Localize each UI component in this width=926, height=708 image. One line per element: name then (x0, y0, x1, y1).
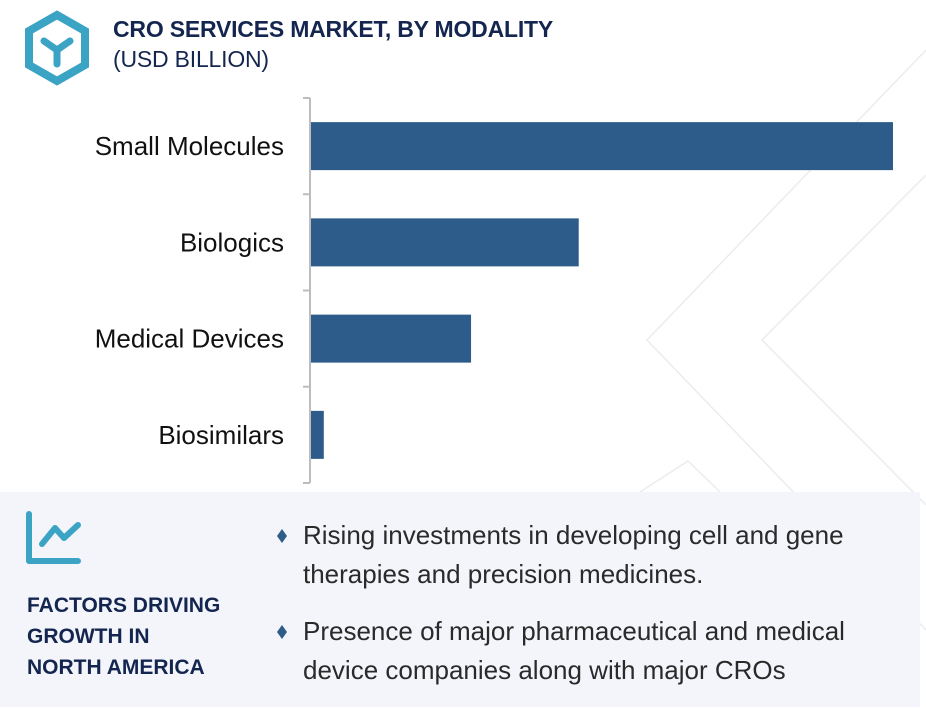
category-label: Medical Devices (95, 324, 284, 354)
bar-biologics (311, 218, 579, 267)
bullet-text: Rising investments in developing cell an… (303, 520, 844, 589)
bullet-item: Rising investments in developing cell an… (272, 516, 912, 594)
bar-small-molecules (311, 122, 893, 171)
factors-heading-line: NORTH AMERICA (27, 656, 205, 679)
bullet-item: Presence of major pharmaceutical and med… (272, 612, 912, 690)
bullet-text: Presence of major pharmaceutical and med… (303, 616, 845, 685)
bar-biosimilars (311, 410, 324, 459)
factors-heading-line: FACTORS DRIVING (27, 594, 221, 617)
bar-medical-devices (311, 314, 472, 363)
category-label: Small Molecules (95, 131, 284, 161)
diamond-bullet-icon (277, 625, 287, 639)
chart-subtitle: (USD BILLION) (113, 46, 269, 72)
factors-panel (0, 492, 920, 707)
category-label: Biologics (180, 227, 284, 257)
trend-chart-icon (26, 511, 81, 564)
category-label: Biosimilars (158, 420, 284, 450)
diamond-bullet-icon (277, 529, 287, 543)
factors-heading: FACTORS DRIVING GROWTH IN NORTH AMERICA (27, 590, 257, 683)
factors-heading-line: GROWTH IN (27, 625, 150, 648)
bar-chart: Small Molecules Biologics Medical Devices B… (95, 97, 893, 484)
chart-title: CRO SERVICES MARKET, BY MODALITY (113, 16, 554, 42)
hexagon-y-logo-icon (25, 10, 89, 86)
factors-bullet-list: Rising investments in developing cell an… (272, 516, 912, 708)
